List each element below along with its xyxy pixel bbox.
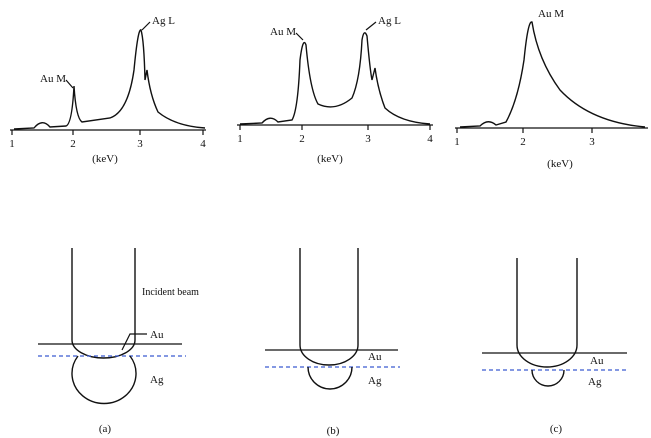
caption: (a) xyxy=(99,423,112,435)
spectrum-c: 1 2 3 (keV) Au M xyxy=(454,8,648,170)
beam xyxy=(299,248,359,366)
tick-marks xyxy=(11,130,204,135)
tick-marks xyxy=(456,128,593,133)
beam xyxy=(516,258,578,368)
tick-label: 3 xyxy=(365,133,371,145)
peak-label: Ag L xyxy=(152,15,175,27)
axis-label: (keV) xyxy=(92,153,118,165)
diagram-a: Incident beam Au Ag (a) xyxy=(38,248,199,435)
spectrum-b: 1 2 3 4 (keV) Au M Ag L xyxy=(237,15,433,165)
caption: (c) xyxy=(550,423,563,435)
label: Incident beam xyxy=(142,287,199,298)
axis-label: (keV) xyxy=(317,153,343,165)
spectrum-curve xyxy=(13,29,206,130)
ag-volume xyxy=(531,369,565,387)
tick-label: 3 xyxy=(137,138,143,150)
tick-marks xyxy=(239,125,431,130)
beam xyxy=(71,248,136,359)
axis-label: (keV) xyxy=(547,158,573,170)
tick-label: 3 xyxy=(589,136,595,148)
spectrum-curve xyxy=(459,21,646,128)
label: Au xyxy=(590,355,604,367)
peak-label: Au M xyxy=(538,8,564,20)
ag-volume xyxy=(71,355,137,405)
leader xyxy=(121,333,147,351)
diagram-b: Au Ag (b) xyxy=(265,248,400,437)
ag-volume xyxy=(307,366,353,390)
leader xyxy=(141,21,151,31)
spectrum-curve xyxy=(239,32,431,125)
label: Ag xyxy=(150,374,164,386)
label: Au xyxy=(150,329,164,341)
label: Ag xyxy=(588,376,602,388)
caption: (b) xyxy=(327,425,340,437)
spectrum-a: 1 2 3 4 (keV) Au M Ag L xyxy=(9,15,206,165)
tick-label: 4 xyxy=(427,133,433,145)
leader xyxy=(365,21,377,31)
leader xyxy=(295,32,304,41)
leader xyxy=(65,79,74,89)
peak-label: Au M xyxy=(40,73,66,85)
diagram-c: Au Ag (c) xyxy=(482,258,628,435)
tick-label: 1 xyxy=(9,138,15,150)
tick-label: 2 xyxy=(520,136,526,148)
tick-label: 2 xyxy=(299,133,305,145)
label: Au xyxy=(368,351,382,363)
tick-label: 2 xyxy=(70,138,76,150)
tick-label: 1 xyxy=(454,136,460,148)
label: Ag xyxy=(368,375,382,387)
tick-label: 4 xyxy=(200,138,206,150)
tick-label: 1 xyxy=(237,133,243,145)
peak-label: Ag L xyxy=(378,15,401,27)
peak-label: Au M xyxy=(270,26,296,38)
